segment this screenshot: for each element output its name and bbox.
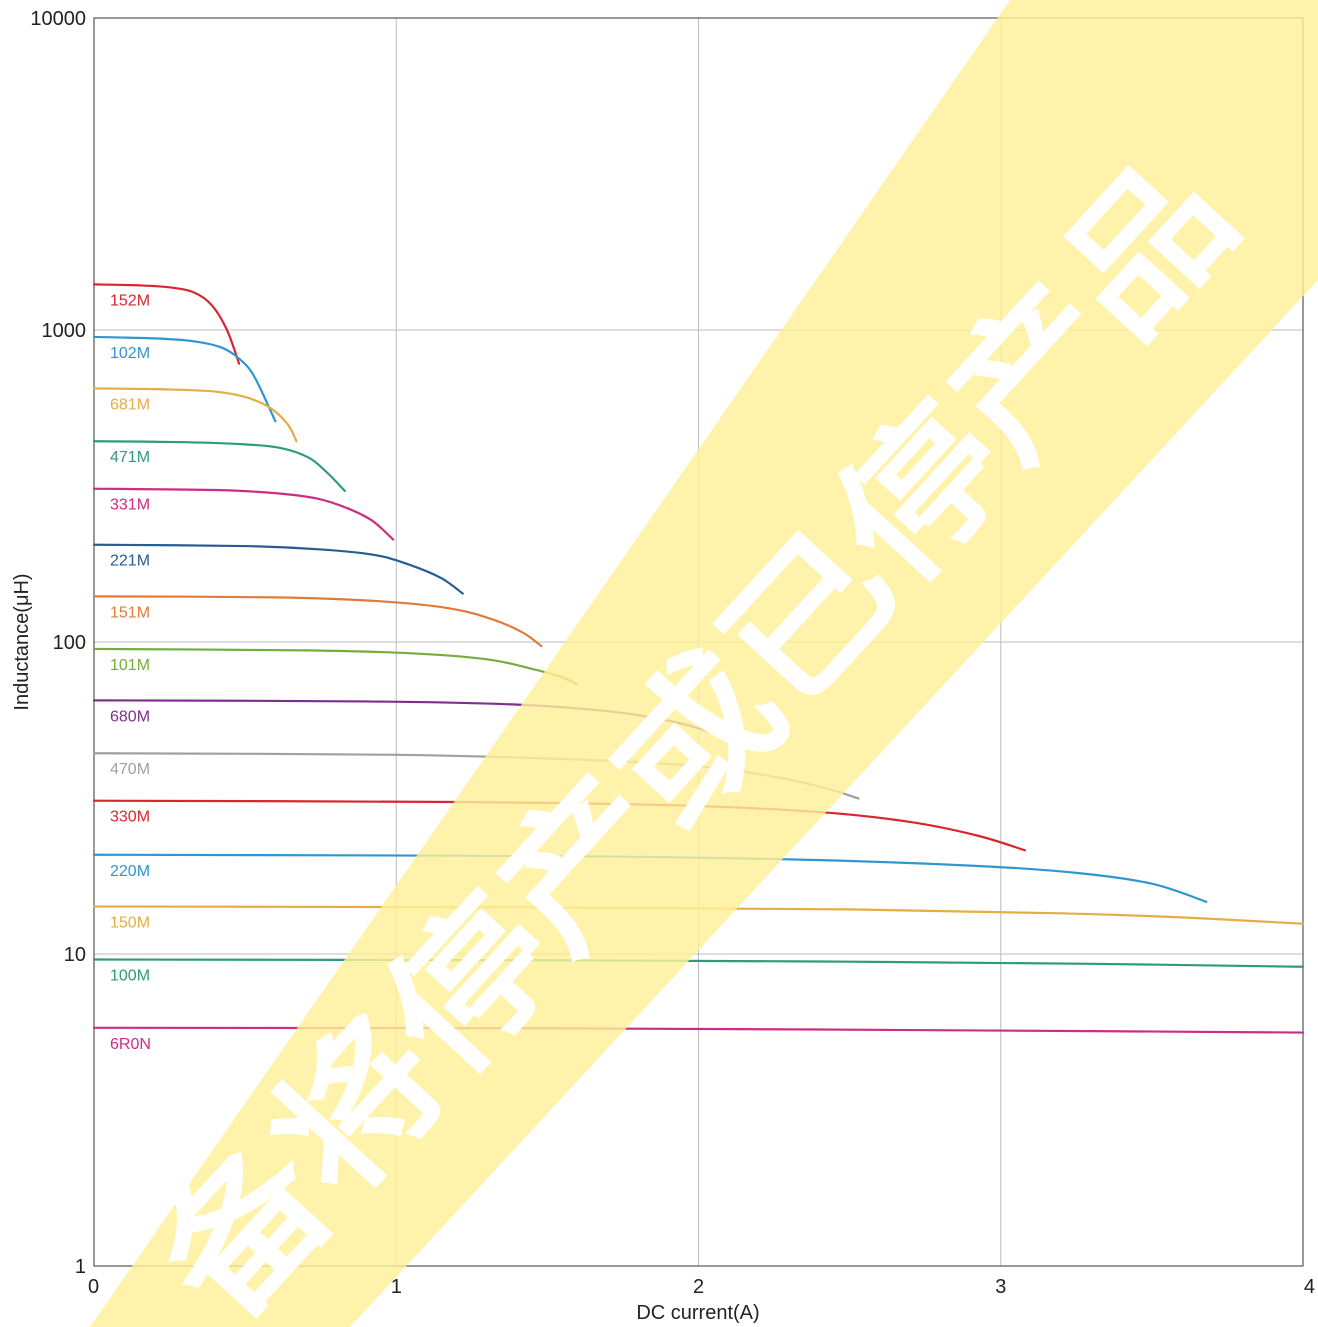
series-label-681m: 681M xyxy=(110,396,150,413)
y-tick-label: 10 xyxy=(64,944,86,966)
series-line-331m xyxy=(92,487,395,541)
y-tick-label: 100 xyxy=(53,632,86,654)
series-line-681m xyxy=(92,387,298,443)
y-tick-labels: 1 10 100 1000 10000 xyxy=(30,8,86,1278)
series-label-221m: 221M xyxy=(110,553,150,570)
series-label-470m: 470M xyxy=(110,761,150,778)
series-label-220m: 220M xyxy=(110,863,150,880)
x-tick-labels: 0 1 2 3 4 xyxy=(88,1276,1315,1298)
y-tick-label: 1000 xyxy=(42,320,87,342)
series-label-150m: 150M xyxy=(110,914,150,931)
series-line-101m xyxy=(92,647,579,686)
series-label-101m: 101M xyxy=(110,657,150,674)
x-tick-label: 2 xyxy=(693,1276,704,1298)
series-line-220m xyxy=(92,853,1208,903)
series-label-330m: 330M xyxy=(110,809,150,826)
watermark-band xyxy=(90,0,1318,1327)
series-label-151m: 151M xyxy=(110,604,150,621)
y-axis-title: Inductance(μH) xyxy=(11,573,33,710)
series-label-152m: 152M xyxy=(110,292,150,309)
series-line-150m xyxy=(92,905,1305,925)
plot-frame xyxy=(93,17,1304,1267)
x-tick-label: 1 xyxy=(391,1276,402,1298)
series-line-102m xyxy=(92,335,277,423)
y-tick-label: 10000 xyxy=(30,8,86,30)
series-line-152m xyxy=(92,283,241,365)
series-line-151m xyxy=(92,595,543,648)
series-label-471m: 471M xyxy=(110,449,150,466)
series-label-102m: 102M xyxy=(110,345,150,362)
y-tick-label: 1 xyxy=(75,1256,86,1278)
series-line-100m xyxy=(92,958,1305,968)
series-label-6r0n: 6R0N xyxy=(110,1036,151,1053)
x-tick-label: 3 xyxy=(995,1276,1006,1298)
x-tick-label: 0 xyxy=(88,1276,99,1298)
x-axis-title: DC current(A) xyxy=(636,1302,759,1324)
series-line-471m xyxy=(92,440,346,492)
series-label-100m: 100M xyxy=(110,968,150,985)
series-label-331m: 331M xyxy=(110,497,150,514)
watermark: 备将停产或已停产品 xyxy=(90,0,1318,1327)
series-line-221m xyxy=(92,543,464,595)
x-tick-label: 4 xyxy=(1304,1276,1315,1298)
watermark-text: 备将停产或已停产品 xyxy=(127,129,1269,1327)
series-label-680m: 680M xyxy=(110,708,150,725)
